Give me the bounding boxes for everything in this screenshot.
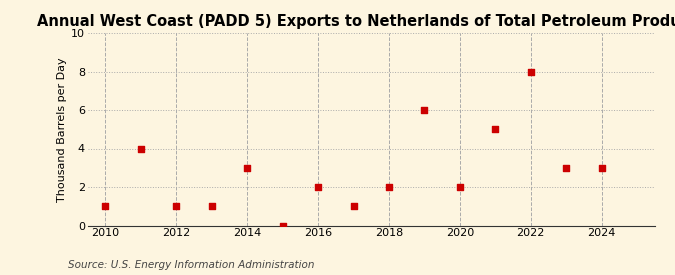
Point [454,185,465,189]
Title: Annual West Coast (PADD 5) Exports to Netherlands of Total Petroleum Products: Annual West Coast (PADD 5) Exports to Ne… [37,14,675,29]
Point [596,166,607,170]
Point [419,108,430,112]
Point [348,204,359,208]
Point [383,185,394,189]
Point [525,69,536,74]
Point [171,204,182,208]
Y-axis label: Thousand Barrels per Day: Thousand Barrels per Day [57,57,67,202]
Point [277,223,288,228]
Point [313,185,323,189]
Point [561,166,572,170]
Text: Source: U.S. Energy Information Administration: Source: U.S. Energy Information Administ… [68,260,314,270]
Point [100,204,111,208]
Point [136,146,146,151]
Point [490,127,501,131]
Point [207,204,217,208]
Point [242,166,252,170]
